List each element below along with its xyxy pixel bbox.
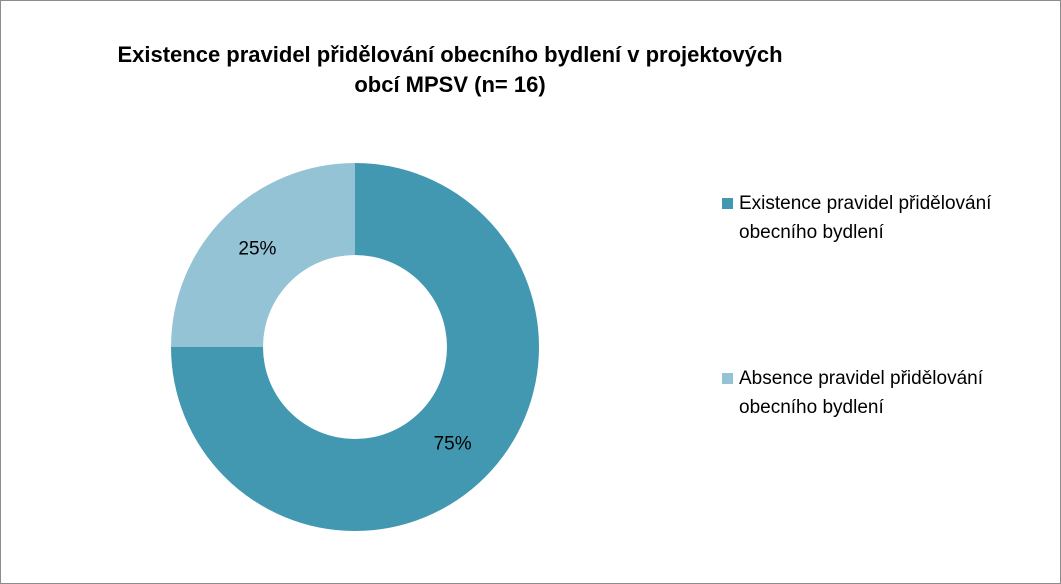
chart-title: Existence pravidel přidělování obecního … [117, 42, 783, 97]
legend-item: Existence pravidel přidělování obecního … [722, 189, 1002, 247]
legend-label: Absence pravidel přidělování obecního by… [739, 368, 983, 418]
legend-item: Absence pravidel přidělování obecního by… [722, 364, 1002, 422]
legend-swatch [722, 198, 733, 209]
slice [171, 163, 355, 347]
data-label: 25% [238, 238, 276, 259]
slice [171, 163, 539, 531]
legend-label: Existence pravidel přidělování obecního … [739, 193, 992, 243]
data-label: 75% [434, 434, 472, 455]
legend-swatch [722, 373, 733, 384]
